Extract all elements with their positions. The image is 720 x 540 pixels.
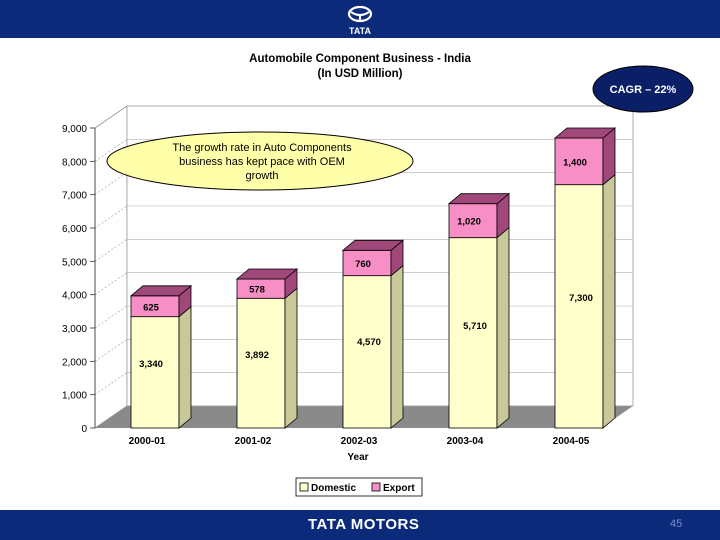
data-label-export: 1,020 bbox=[457, 217, 481, 228]
bar-domestic-side bbox=[496, 226, 510, 429]
data-label-domestic: 3,892 bbox=[245, 350, 269, 361]
gridline-side bbox=[94, 405, 128, 429]
chart-subtitle: (In USD Million) bbox=[317, 68, 403, 80]
y-tick-label: 9,000 bbox=[62, 124, 87, 135]
bar-domestic-front bbox=[448, 237, 498, 429]
bar-export-top bbox=[553, 127, 617, 139]
bar-domestic-side bbox=[284, 287, 298, 429]
x-tick-label: 2004-05 bbox=[553, 436, 590, 447]
tata-logo-icon: TATA bbox=[347, 5, 373, 36]
y-tick-label: 7,000 bbox=[62, 191, 87, 202]
footer-bar bbox=[0, 510, 720, 540]
tata-logo-text: TATA bbox=[349, 26, 371, 36]
y-tick-label: 2,000 bbox=[62, 357, 87, 368]
y-tick-label: 4,000 bbox=[62, 291, 87, 302]
legend-swatch-export bbox=[371, 482, 381, 492]
bar-export-top bbox=[341, 239, 405, 251]
x-tick-label: 2002-03 bbox=[341, 436, 378, 447]
callout-text: business has kept pace with OEM bbox=[179, 156, 345, 168]
legend-box bbox=[295, 477, 423, 497]
data-label-export: 760 bbox=[355, 259, 371, 270]
data-label-export: 578 bbox=[249, 285, 265, 296]
cagr-text: CAGR – 22% bbox=[610, 84, 677, 96]
bar-domestic-front bbox=[236, 297, 286, 429]
legend-label-domestic: Domestic bbox=[311, 483, 356, 494]
y-tick-label: 5,000 bbox=[62, 257, 87, 268]
gridline-side bbox=[94, 239, 128, 262]
bar-domestic-front bbox=[342, 275, 392, 429]
data-label-domestic: 4,570 bbox=[357, 337, 381, 348]
bar-domestic-front bbox=[130, 316, 180, 429]
x-tick-label: 2001-02 bbox=[235, 436, 272, 447]
chart-title: Automobile Component Business - India bbox=[249, 53, 471, 65]
legend-swatch-domestic bbox=[299, 482, 309, 492]
bar-export-top bbox=[235, 268, 299, 280]
y-tick-label: 8,000 bbox=[62, 157, 87, 168]
gridline-side bbox=[94, 372, 128, 395]
bar-domestic-side bbox=[390, 264, 404, 429]
chart-title-block: Automobile Component Business - India (I… bbox=[200, 52, 520, 82]
x-tick-label: 2003-04 bbox=[447, 436, 484, 447]
bar-export-top bbox=[129, 285, 193, 297]
footer-brand: TATA MOTORS bbox=[308, 516, 420, 533]
gridline-side bbox=[94, 172, 128, 195]
callout-ellipse bbox=[106, 131, 414, 191]
cagr-badge bbox=[592, 65, 694, 113]
gridline-side bbox=[94, 272, 128, 295]
y-tick-label: 1,000 bbox=[62, 391, 87, 402]
y-tick-label: 3,000 bbox=[62, 324, 87, 335]
bar-domestic-front bbox=[554, 184, 604, 429]
bar-export-top bbox=[447, 193, 511, 205]
y-tick-label: 6,000 bbox=[62, 224, 87, 235]
gridline-side bbox=[94, 139, 128, 162]
data-label-domestic: 3,340 bbox=[139, 359, 163, 370]
y-tick-label: 0 bbox=[81, 424, 87, 435]
data-label-export: 625 bbox=[143, 302, 160, 313]
bar-domestic-side bbox=[178, 305, 192, 429]
data-label-domestic: 5,710 bbox=[463, 321, 487, 332]
gridline-side bbox=[94, 305, 128, 329]
legend-label-export: Export bbox=[383, 483, 415, 494]
x-tick-label: 2000-01 bbox=[129, 436, 166, 447]
bar-export-front bbox=[554, 137, 604, 186]
data-label-domestic: 7,300 bbox=[569, 293, 593, 304]
page-number: 45 bbox=[670, 518, 683, 530]
gridline-side bbox=[94, 105, 128, 129]
callout-text: The growth rate in Auto Components bbox=[172, 142, 352, 154]
x-axis-label: Year bbox=[347, 452, 368, 463]
gridline-side bbox=[94, 339, 128, 362]
callout-text: growth bbox=[245, 170, 278, 182]
bar-export-front bbox=[342, 249, 392, 277]
data-label-export: 1,400 bbox=[563, 157, 587, 168]
bar-domestic-side bbox=[602, 173, 616, 429]
gridline-side bbox=[94, 205, 128, 229]
